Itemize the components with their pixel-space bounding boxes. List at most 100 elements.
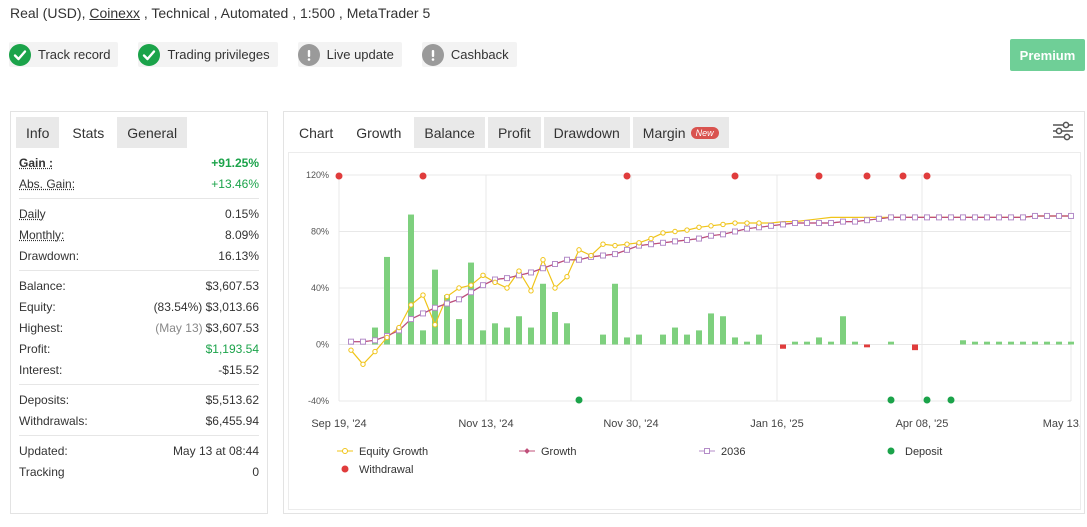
stat-label[interactable]: Abs. Gain: (19, 176, 76, 191)
stat-label: Profit: (19, 341, 51, 356)
chart-settings-icon[interactable] (1052, 121, 1074, 141)
series-2036-point (528, 269, 534, 276)
badge-cashback[interactable]: Cashback (421, 42, 517, 67)
series-2036-point (900, 214, 906, 221)
daily-bar (1020, 341, 1026, 345)
series-2036-point (888, 214, 894, 221)
stat-value: (May 13) $3,607.53 (155, 321, 259, 335)
equity-growth-point (624, 241, 630, 247)
daily-bar (408, 214, 414, 345)
daily-bar (828, 341, 834, 345)
series-2036-point (744, 225, 750, 232)
withdrawal-marker (923, 172, 931, 180)
deposit-marker (923, 396, 931, 404)
series-2036-point (924, 214, 930, 221)
stats-list: Gain : +91.25% Abs. Gain: +13.46% Daily 0.1… (11, 148, 267, 486)
daily-bar (744, 341, 750, 345)
stat-value: (83.54%) $3,013.66 (154, 300, 259, 314)
equity-growth-point (528, 288, 534, 294)
series-2036-point (360, 338, 366, 345)
badge-track-record[interactable]: Track record (9, 42, 119, 67)
premium-button[interactable]: Premium (1010, 39, 1085, 71)
tab-profit[interactable]: Profit (487, 117, 541, 148)
status-badges: Track record Trading privileges Live upd… (9, 42, 537, 67)
daily-bar (912, 344, 918, 351)
stat-tracking: Tracking 0 (19, 461, 259, 482)
equity-growth-point (708, 223, 714, 229)
legend-item: Deposit (887, 446, 942, 458)
daily-bar (888, 341, 894, 345)
badge-label: Live update (326, 47, 394, 62)
series-2036-point (408, 316, 414, 323)
daily-bar (552, 312, 558, 345)
stat-gain: Gain : +91.25% (19, 152, 259, 173)
series-2036-point (840, 218, 846, 225)
badge-label: Cashback (450, 47, 509, 62)
tab-stats[interactable]: Stats (62, 117, 115, 148)
series-2036-point (444, 300, 450, 307)
chart-tabs: Chart Growth Balance Profit Drawdown Mar… (284, 112, 1084, 148)
tab-balance[interactable]: Balance (414, 117, 485, 148)
tab-general[interactable]: General (117, 117, 188, 148)
series-2036-point (420, 310, 426, 317)
exclamation-icon (421, 43, 444, 66)
legend-item: 2036 (699, 446, 745, 458)
stat-label[interactable]: Gain : (19, 155, 54, 170)
series-2036-point (576, 256, 582, 263)
daily-bar (1068, 341, 1074, 345)
series-2036-point (456, 296, 462, 303)
broker-link[interactable]: Coinexx (89, 5, 140, 21)
series-2036-point (552, 260, 558, 267)
daily-bar (732, 337, 738, 345)
daily-bar (804, 341, 810, 345)
x-tick-label: Sep 19, '24 (311, 418, 366, 430)
equity-growth-point (612, 242, 618, 249)
withdrawal-marker (815, 172, 823, 180)
equity-growth-point (720, 221, 726, 228)
series-2036-point (480, 282, 486, 289)
daily-bar (960, 340, 966, 345)
series-2036-point (1008, 214, 1014, 221)
stat-interest: Interest: -$15.52 (19, 359, 259, 380)
deposit-marker (887, 396, 895, 404)
new-badge: New (690, 126, 719, 139)
stat-equity: Equity: (83.54%) $3,013.66 (19, 296, 259, 317)
stat-daily: Daily 0.15% (19, 203, 259, 224)
tab-drawdown[interactable]: Drawdown (543, 117, 630, 148)
legend-marker (887, 447, 895, 455)
stat-label[interactable]: Daily (19, 206, 46, 221)
daily-bar (840, 316, 846, 345)
tab-growth[interactable]: Growth (346, 117, 412, 148)
tab-info[interactable]: Info (16, 117, 60, 148)
withdrawal-marker (863, 172, 871, 180)
stat-value: 8.09% (224, 227, 259, 242)
stat-value: $3,607.53 (205, 278, 259, 293)
equity-growth-point (480, 272, 486, 278)
stat-value: May 13 at 08:44 (172, 443, 259, 458)
daily-bar (756, 334, 762, 345)
daily-bar (984, 341, 990, 345)
equity-amount: $3,013.66 (205, 299, 259, 314)
tab-margin[interactable]: Margin New (632, 117, 729, 148)
growth-chart: 120% 80% 40% 0% -40% Sep 19, '24 Nov 13, '24 No… (288, 152, 1087, 510)
series-2036-point (708, 232, 714, 239)
series-2036-point (672, 238, 678, 245)
series-2036-point (996, 214, 1002, 221)
badge-live-update[interactable]: Live update (297, 42, 402, 67)
equity-growth-point (348, 347, 354, 353)
daily-bar (1044, 341, 1050, 345)
stat-label[interactable]: Monthly: (19, 227, 65, 242)
series-2036-point (984, 214, 990, 221)
daily-bar (624, 337, 630, 345)
legend-label: 2036 (721, 446, 745, 458)
daily-bar (612, 283, 618, 345)
daily-bar (780, 344, 786, 349)
legend-item: Equity Growth (337, 446, 428, 458)
legend-marker (342, 448, 348, 454)
tab-chart[interactable]: Chart (299, 124, 334, 141)
daily-bar (600, 334, 606, 345)
daily-bar (792, 341, 798, 345)
stat-profit: Profit: $1,193.54 (19, 338, 259, 359)
daily-bar (420, 330, 426, 345)
badge-trading-privileges[interactable]: Trading privileges (138, 42, 278, 67)
